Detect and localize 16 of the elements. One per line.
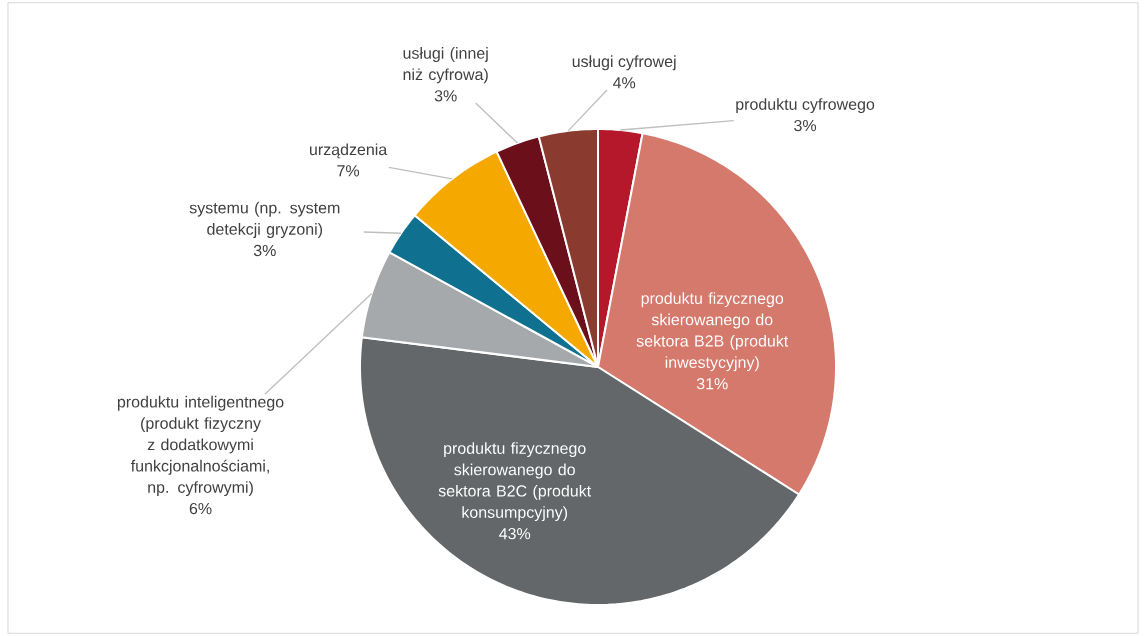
slice-label: usługi (innej niż cyfrowa) — [403, 47, 488, 84]
data-label: 31% — [696, 378, 728, 390]
data-label: 7% — [337, 165, 360, 177]
data-label: 6% — [189, 502, 212, 515]
slice-label: urządzenia — [310, 143, 388, 159]
data-label: 3% — [794, 119, 817, 132]
data-label: 3% — [434, 90, 457, 102]
slice-label: produktu cyfrowego — [736, 98, 875, 114]
slice-label: produktu fizycznego skierowanego do sektora B2C (produkt konsumpcyjny) — [438, 442, 592, 522]
slice-label: systemu (np. system detekcji gryzoni) — [189, 201, 340, 238]
slice-label: usługi cyfrowej — [572, 55, 676, 71]
data-label: 3% — [253, 244, 276, 257]
data-label: 4% — [613, 77, 636, 89]
slice-label: produktu fizycznego skierowanego do sektora B2B (produkt inwestycyjny) — [636, 292, 789, 372]
data-label: 43% — [499, 527, 531, 540]
slice-label: produktu inteligentnego (produkt fizyczny z dodatkowymi funkcjonalnościami, np. cyfrowymi) — [117, 395, 284, 497]
